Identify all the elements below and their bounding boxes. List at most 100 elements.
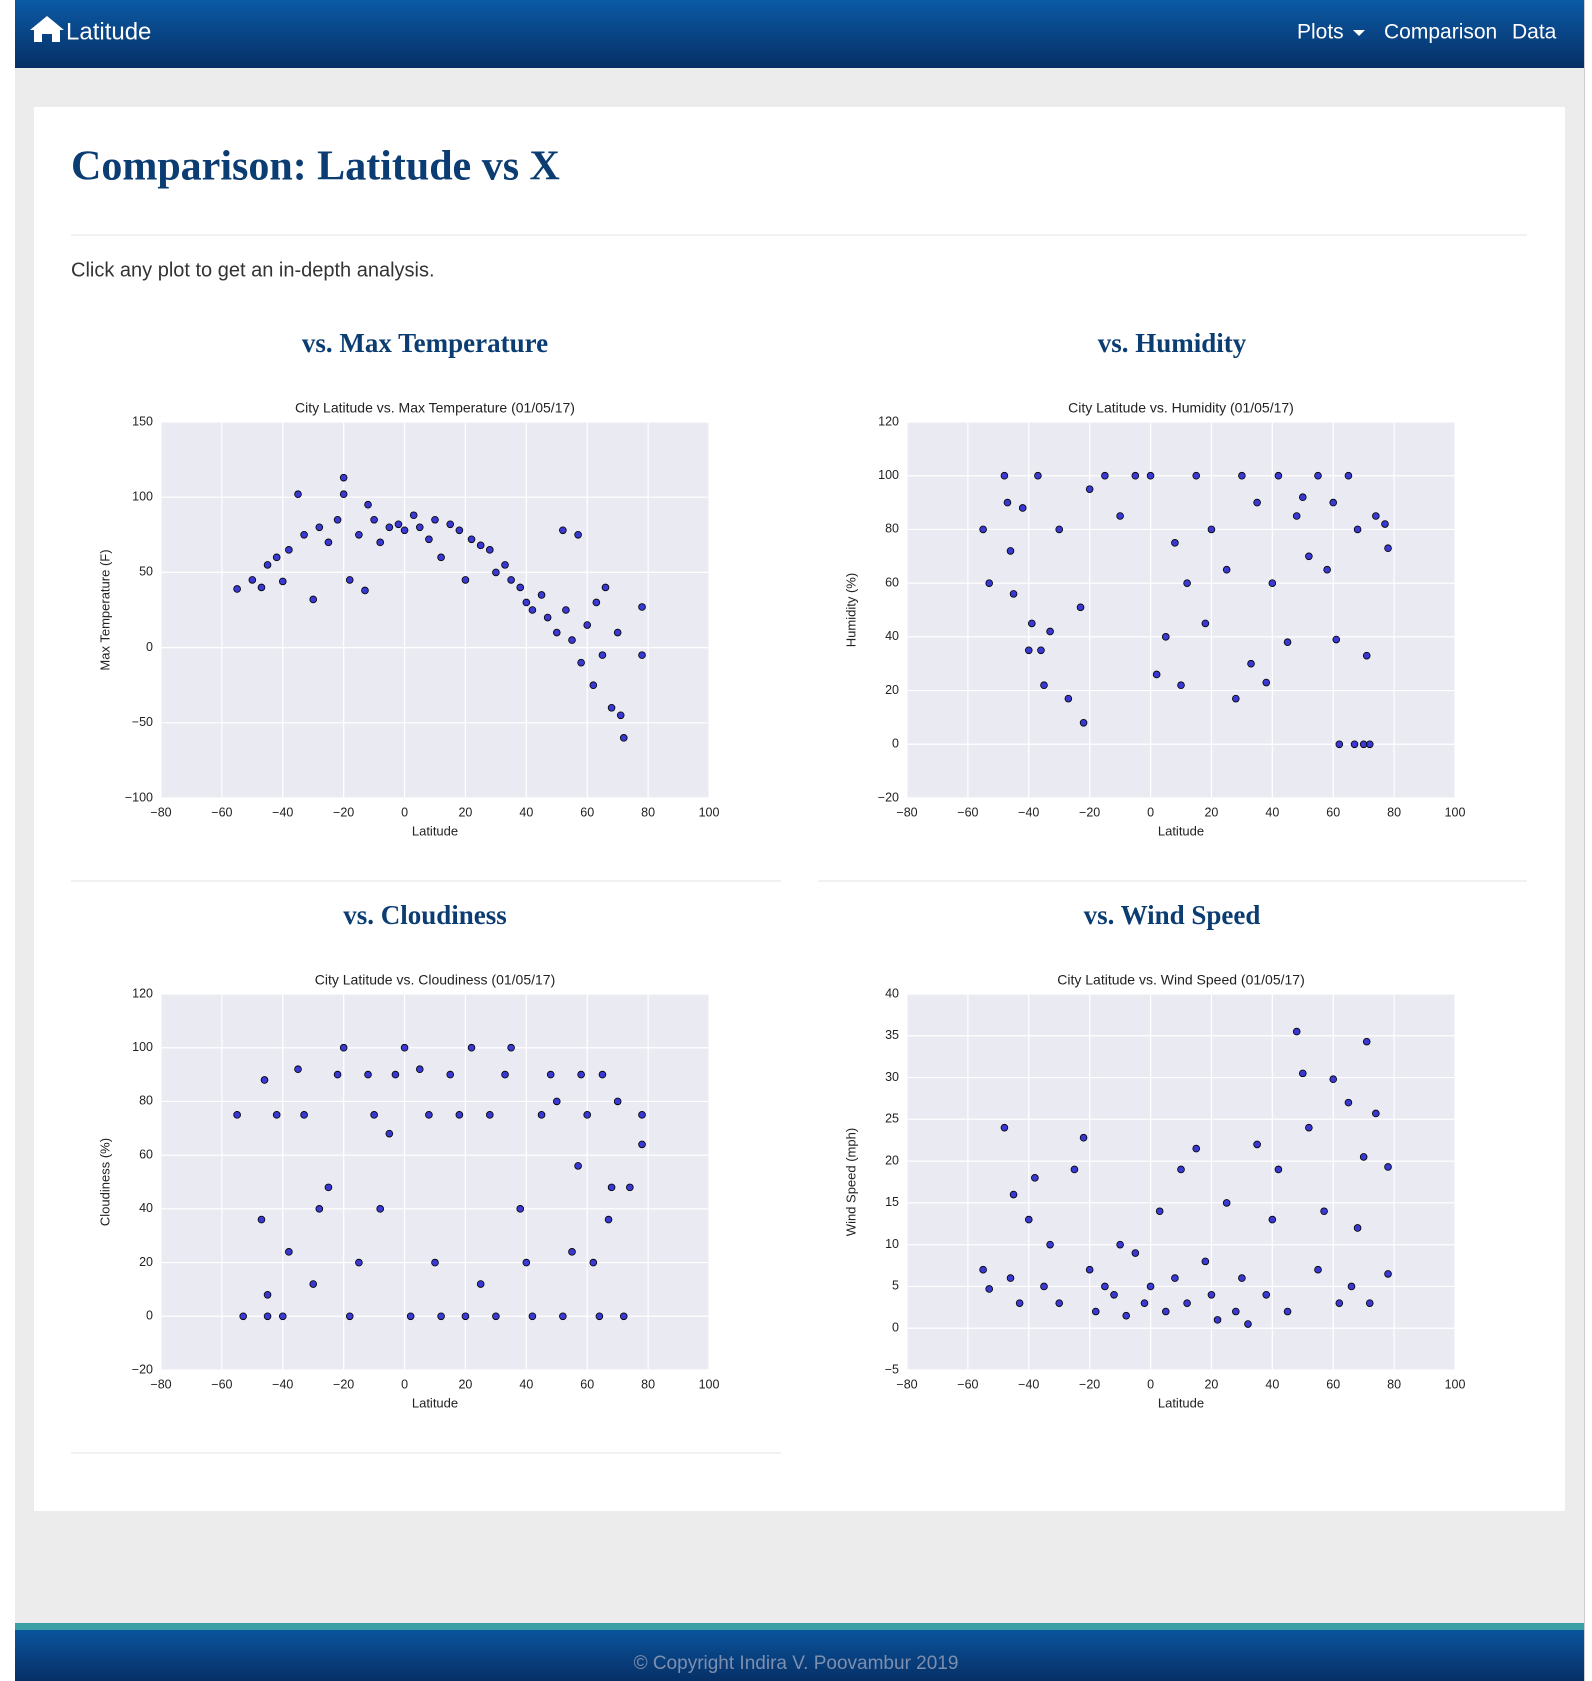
data-point	[1298, 493, 1307, 502]
x-axis-label: Latitude	[1158, 823, 1204, 838]
data-point	[562, 606, 570, 614]
data-point	[1171, 539, 1179, 547]
data-point	[315, 1205, 324, 1213]
y-tick-label: 15	[885, 1195, 899, 1209]
data-point	[492, 1312, 500, 1321]
data-point	[1146, 1282, 1155, 1291]
x-tick-label: 100	[1445, 805, 1466, 819]
data-point	[1201, 1257, 1210, 1266]
data-point	[1314, 1265, 1322, 1274]
x-tick-label: 0	[401, 1377, 408, 1391]
data-point	[595, 1312, 604, 1321]
y-tick-label: 20	[885, 683, 899, 697]
data-point	[592, 598, 601, 607]
data-point	[626, 1183, 634, 1192]
plot-area[interactable]	[161, 994, 709, 1370]
y-tick-label: 60	[139, 1147, 153, 1161]
data-point	[1006, 1274, 1015, 1282]
plot-area[interactable]	[907, 422, 1455, 798]
data-point	[598, 651, 607, 659]
data-point	[339, 473, 348, 482]
y-tick-label: 20	[885, 1153, 899, 1167]
data-point	[1085, 485, 1094, 493]
data-point	[1140, 1299, 1149, 1307]
x-tick-label: −80	[896, 1377, 917, 1391]
data-point	[638, 603, 646, 611]
data-point	[345, 1312, 354, 1321]
data-point	[1283, 638, 1292, 647]
x-tick-label: 0	[1147, 805, 1154, 819]
data-point	[1055, 1299, 1064, 1307]
data-point	[1155, 1207, 1164, 1216]
data-point	[415, 1065, 424, 1073]
data-point	[285, 1248, 293, 1256]
plot-area[interactable]	[161, 422, 709, 798]
data-point	[1037, 646, 1045, 655]
y-tick-label: 80	[885, 522, 899, 536]
data-point	[485, 546, 494, 554]
section-heading: vs. Max Temperature	[302, 328, 548, 358]
data-point	[263, 1312, 272, 1321]
data-point	[272, 1111, 281, 1119]
data-point	[1347, 1282, 1356, 1291]
data-point	[309, 1280, 318, 1288]
data-point	[1028, 619, 1036, 628]
data-point	[1253, 1140, 1261, 1149]
x-tick-label: 20	[1204, 805, 1218, 819]
plots: City Latitude vs. Max Temperature (01/05…	[97, 400, 1465, 1411]
data-point	[1018, 504, 1027, 512]
y-tick-label: 0	[892, 1321, 899, 1335]
data-point	[1024, 1215, 1033, 1224]
data-point	[1000, 1123, 1009, 1132]
data-point	[455, 1111, 464, 1119]
data-point	[1353, 525, 1362, 534]
brand[interactable]: Latitude	[66, 18, 151, 45]
data-point	[1034, 471, 1042, 480]
data-point	[364, 1070, 372, 1079]
y-tick-label: 30	[885, 1070, 899, 1084]
chart-title: City Latitude vs. Humidity (01/05/17)	[1068, 400, 1294, 416]
data-point	[1091, 1307, 1100, 1316]
data-point	[574, 1162, 582, 1170]
dropdown-caret[interactable]	[1353, 30, 1365, 36]
data-point	[1238, 471, 1246, 480]
y-tick-label: 100	[878, 468, 899, 482]
data-point	[370, 1111, 378, 1119]
home-icon[interactable]	[30, 16, 64, 42]
data-point	[1365, 1299, 1374, 1307]
data-point	[1131, 1249, 1140, 1257]
data-point	[607, 703, 616, 712]
data-point	[985, 579, 993, 587]
y-tick-label: −20	[132, 1362, 153, 1376]
data-point	[1003, 498, 1012, 507]
data-point	[589, 681, 598, 689]
plot-area[interactable]	[907, 994, 1455, 1370]
nav-link[interactable]: Plots	[1297, 21, 1344, 44]
data-point	[1213, 1316, 1222, 1324]
data-point	[425, 1111, 433, 1119]
data-point	[406, 1312, 415, 1321]
data-point	[278, 577, 287, 586]
data-point	[522, 598, 531, 607]
chart-title: City Latitude vs. Cloudiness (01/05/17)	[315, 972, 555, 988]
data-point	[598, 1070, 607, 1079]
page-title: Comparison: Latitude vs X	[71, 144, 560, 190]
data-point	[355, 530, 363, 539]
data-point	[300, 530, 308, 539]
data-point	[604, 1215, 613, 1224]
x-tick-label: −60	[957, 805, 978, 819]
nav-link[interactable]: Data	[1512, 21, 1557, 44]
data-point	[1362, 651, 1371, 660]
nav-link[interactable]: Comparison	[1384, 21, 1497, 44]
data-point	[1238, 1274, 1246, 1282]
data-point	[1101, 1282, 1109, 1291]
x-tick-label: 0	[1147, 1377, 1154, 1391]
y-axis-label: Humidity (%)	[843, 573, 858, 647]
data-point	[1101, 471, 1109, 480]
data-point	[1110, 1291, 1118, 1299]
x-axis-label: Latitude	[1158, 1395, 1204, 1410]
data-point	[1305, 1123, 1313, 1132]
data-point	[1372, 512, 1380, 520]
x-axis-label: Latitude	[412, 1395, 458, 1410]
data-point	[1192, 1144, 1201, 1153]
